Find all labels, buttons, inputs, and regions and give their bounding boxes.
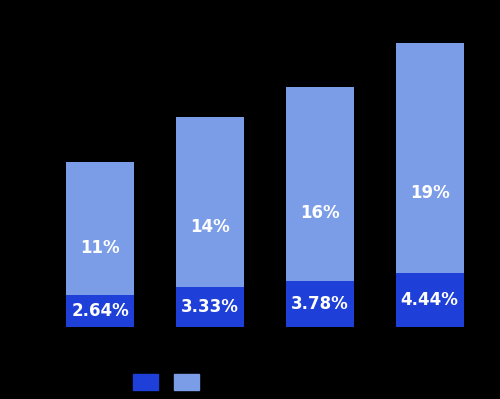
Text: 11%: 11% [80,239,120,257]
Bar [396,273,464,327]
Bar [176,117,244,287]
Bar [286,87,354,281]
Bar [176,287,244,327]
Bar [396,43,464,273]
Bar [66,162,134,295]
Text: 3.33%: 3.33% [181,298,239,316]
Text: 4.44%: 4.44% [400,291,458,309]
Text: 3.78%: 3.78% [291,295,349,313]
Legend: , : , [132,373,200,389]
Text: 16%: 16% [300,204,340,223]
Bar [286,281,354,327]
Text: 14%: 14% [190,218,230,236]
Text: 2.64%: 2.64% [72,302,129,320]
Bar [66,295,134,327]
Text: 19%: 19% [410,184,450,202]
